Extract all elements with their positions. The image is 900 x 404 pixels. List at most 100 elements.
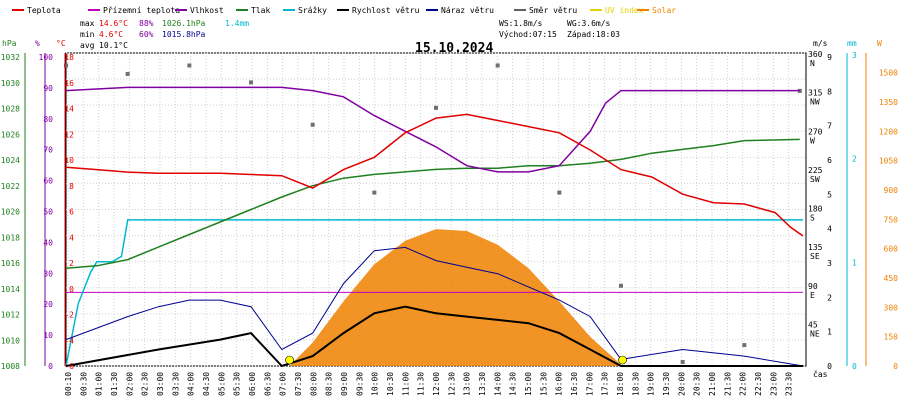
axis-tick-time: 01:30 [110,372,119,396]
axis-tick-pct: 60 [43,177,53,186]
axis-tick-w: 150 [884,333,899,342]
axis-tick-w: 1350 [879,98,898,107]
axis-tick-hpa: 1030 [1,79,20,88]
wind-direction-mark [619,283,623,288]
axis-tick-time: 14:00 [493,372,502,396]
axis-tick-temp: -2 [64,311,74,320]
legend-label: Náraz větru [441,6,494,15]
axis-tick-time: 11:30 [417,372,426,396]
axis-tick-time: 12:00 [432,372,441,396]
axis-tick-temp: 16 [64,79,74,88]
axis-tick-w: 1200 [879,127,898,136]
axis-tick-dir: 225 [808,166,823,175]
axis-unit-pct: % [35,39,40,48]
axis-tick-time: 04:00 [187,372,196,396]
axis-tick-time: 15:30 [539,372,548,396]
legend-label: UV index [605,6,644,15]
axis-tick-dir: 135 [808,243,823,252]
axis-tick-temp: 4 [69,233,74,242]
axis-tick-temp: 2 [69,259,74,268]
legend-item: Směr větru [514,6,577,15]
axis-tick-ms: 1 [827,328,832,337]
axis-tick-mm: 1 [852,258,857,267]
axis-tick-temp: -4 [64,336,74,345]
axis-tick-temp: 14 [64,105,74,114]
axis-tick-dir: 45 [808,320,818,329]
stat-min-temp: 4.6°C [99,30,123,39]
axis-tick-time: 15:00 [524,372,533,396]
axis-tick-time: 02:00 [125,372,134,396]
axis-tick-time: 13:00 [463,372,472,396]
chart-marks [64,63,804,368]
axis-tick-hpa: 1012 [1,311,20,320]
solar-area [289,229,623,366]
axis-tick-temp: 8 [69,182,74,191]
stat-max-hum: 88% [139,19,154,28]
wind-direction-mark [372,190,377,195]
axis-tick-time: 05:00 [217,372,226,396]
axis-tick-time: 00:30 [79,372,88,396]
axis-tick-hpa: 1016 [1,259,20,268]
stat-ws: WS:1.8m/s [499,19,543,28]
axis-tick-temp: 0 [69,285,74,294]
axis-tick-time: 12:30 [447,372,456,396]
axis-tick-pct: 40 [43,238,53,247]
axis-tick-pct: 0 [48,362,53,371]
axis-tick-dir-label: SE [810,252,820,261]
axis-tick-dir-label: N [810,59,815,68]
axis-tick-w: 600 [884,245,899,254]
stat-min-hum: 60% [139,30,154,39]
axis-tick-dir: 315 [808,89,823,98]
stat-max-temp: 14.6°C [99,19,128,28]
wind-direction-mark [797,88,802,93]
axis-tick-time: 10:30 [386,372,395,396]
axis-tick-w: 300 [884,303,899,312]
axis-tick-dir: 90 [808,282,818,291]
wind-direction-mark [680,360,685,364]
legend-label: Teplota [27,6,61,15]
chart-title: 15.10.2024 [415,41,493,56]
axis-unit-temp: °C [56,39,66,48]
axis-tick-time: 08:30 [325,372,334,396]
legend-item: Přízemní teplota [88,6,180,15]
axis-tick-pct: 20 [43,300,53,309]
axis-tick-time: 09:30 [355,372,364,396]
axis-unit-ms: m/s [813,39,828,48]
axis-tick-hpa: 1010 [1,336,20,345]
axis-tick-hpa: 1026 [1,130,20,139]
axis-tick-time: 02:30 [141,372,150,396]
axis-tick-hpa: 1032 [1,53,20,62]
axis-tick-pct: 80 [43,115,53,124]
axis-tick-time: 17:00 [585,372,594,396]
axis-tick-time: 22:00 [739,372,748,396]
wind-direction-mark [310,122,315,127]
axis-tick-time: 18:30 [631,372,640,396]
axis-unit-time: čas [813,369,828,379]
stat-wg: WG:3.6m/s [567,19,611,28]
axis-tick-dir-label: NW [810,98,820,107]
axis-tick-pct: 70 [43,146,53,155]
axis-unit-hpa: hPa [2,39,17,48]
wind-direction-mark [64,63,68,68]
wind-direction-mark [125,71,130,76]
legend-item: Srážky [283,6,327,15]
axis-tick-hpa: 1008 [1,362,20,371]
wind-direction-mark [557,190,562,195]
axis-tick-time: 16:00 [555,372,564,396]
axis-tick-time: 22:30 [754,372,763,396]
axis-tick-w: 1500 [879,69,898,78]
axis-tick-dir-label: W [810,136,815,145]
series-pressure [65,138,800,270]
axis-tick-dir: 360 [808,50,823,59]
axis-tick-dir: 270 [808,127,823,136]
legend-label: Solar [652,6,676,15]
axis-tick-temp: 12 [64,130,74,139]
axis-tick-time: 20:30 [693,372,702,396]
axis-tick-pct: 90 [43,84,53,93]
axis-tick-pct: 10 [43,331,53,340]
axis-tick-w: 1050 [879,157,898,166]
axis-tick-ms: 9 [827,53,832,62]
axis-tick-time: 06:30 [263,372,272,396]
axis-tick-dir-label: S [810,214,815,223]
